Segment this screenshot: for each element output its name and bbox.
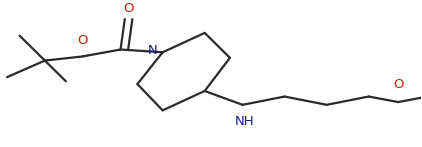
Text: O: O xyxy=(124,2,134,15)
Text: O: O xyxy=(393,78,403,91)
Text: NH: NH xyxy=(235,115,254,127)
Text: N: N xyxy=(148,44,157,57)
Text: O: O xyxy=(78,34,88,47)
